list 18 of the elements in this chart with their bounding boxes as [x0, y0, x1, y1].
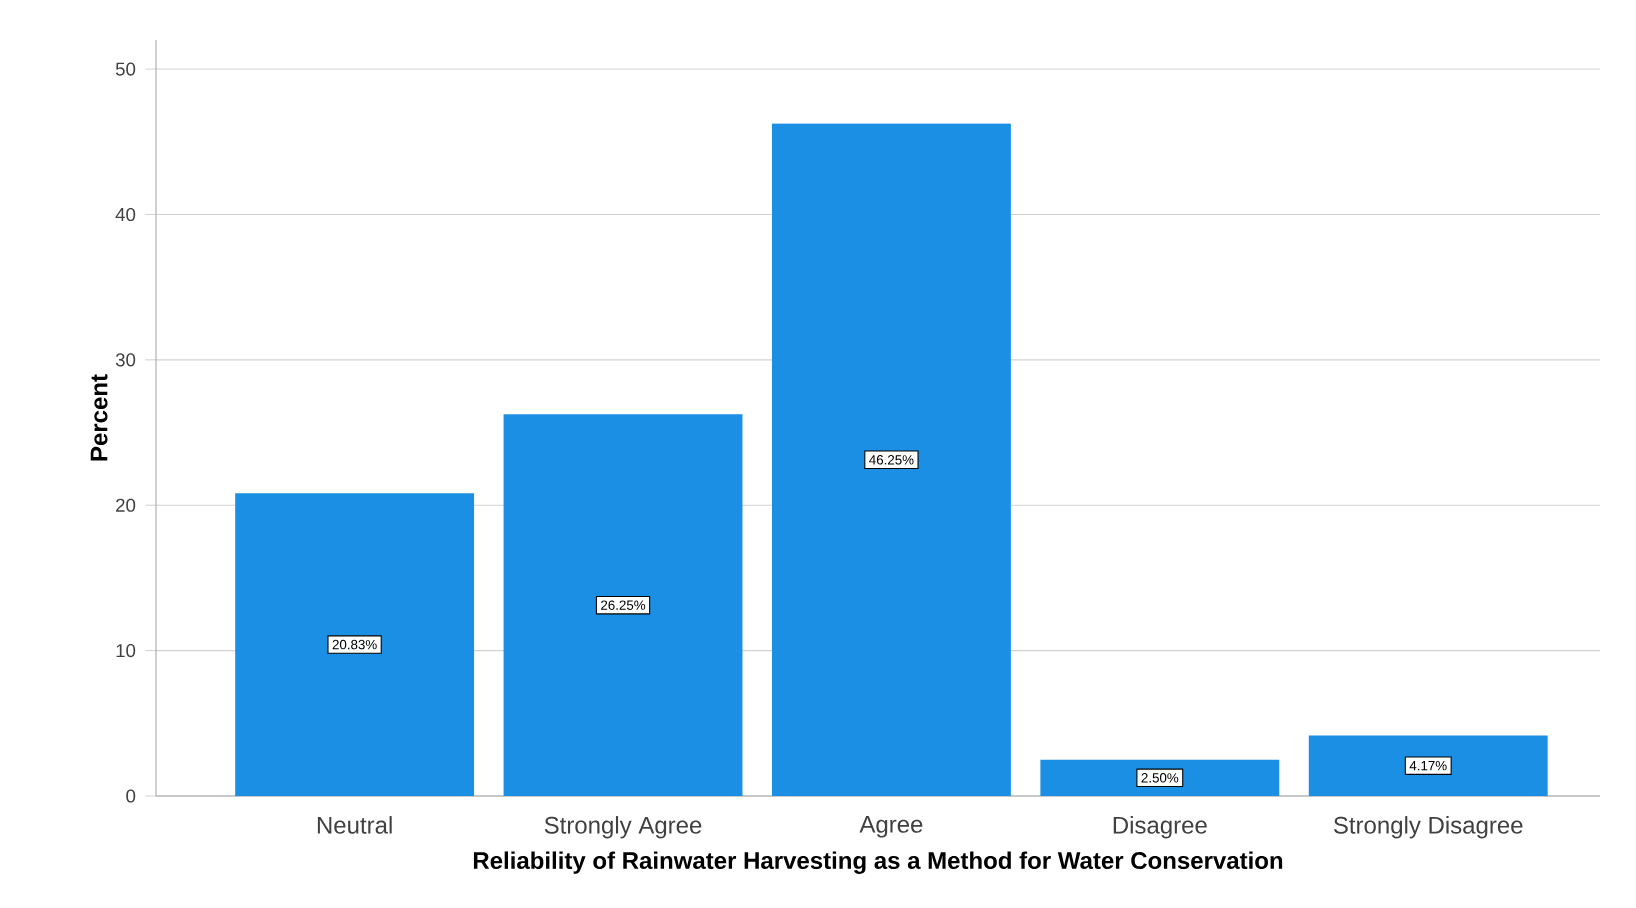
- x-tick-label: Strongly Disagree: [1333, 816, 1523, 839]
- bar: [771, 123, 1011, 796]
- x-tick-label: Strongly Agree: [544, 816, 702, 839]
- y-tick-label: 20: [116, 498, 136, 512]
- bar: [503, 414, 743, 796]
- y-tick-label: 50: [115, 62, 136, 76]
- y-tick-label: 30: [115, 353, 136, 367]
- x-tick-label: Disagree: [1113, 816, 1207, 839]
- y-tick-label: 40: [115, 207, 136, 222]
- y-tick-label: 10: [116, 644, 136, 658]
- x-axis-title: Reliability of Rainwater Harvesting as a Method for Water Conservation: [473, 851, 1283, 874]
- y-axis-title: Percent: [90, 374, 108, 461]
- bar: [235, 493, 475, 796]
- x-tick-label: Neutral: [317, 816, 392, 834]
- bar: [1308, 735, 1548, 796]
- x-tick-label: Agree: [859, 816, 923, 838]
- bar: [1040, 759, 1280, 796]
- y-tick-label: 0: [126, 789, 136, 803]
